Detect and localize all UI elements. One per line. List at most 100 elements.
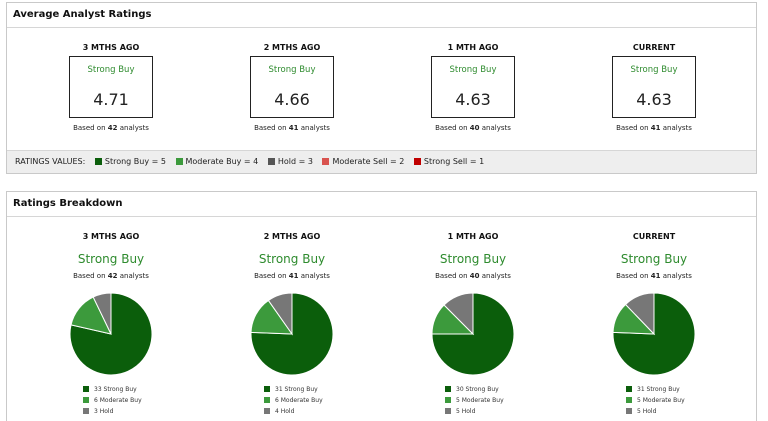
pie-slice-hold xyxy=(443,292,474,336)
based-on-3m: Based on 42 analysts xyxy=(51,124,171,132)
pie-slice-hold xyxy=(624,292,655,336)
pie-legend-item: 33 Strong Buy xyxy=(83,384,142,395)
avg-column-3m: 3 MTHS AGO xyxy=(51,43,171,52)
strong-buy-swatch xyxy=(264,386,270,392)
ratings-pie-chart xyxy=(69,292,153,376)
period-label: 2 MTHS AGO xyxy=(263,43,321,52)
rating-box-3m: Strong Buy 4.71 xyxy=(69,56,153,118)
pie-slice-hold xyxy=(92,292,112,335)
analyst-count: 41 xyxy=(288,272,299,280)
based-on: Based on 40 analysts xyxy=(413,272,533,280)
moderate-buy-swatch xyxy=(175,158,183,165)
pie-legend-item: 6 Moderate Buy xyxy=(264,395,323,406)
rating-label: Strong Buy xyxy=(268,65,316,75)
hold-swatch xyxy=(445,408,451,414)
based-prefix: Based on xyxy=(254,124,287,132)
strong-buy-swatch xyxy=(445,386,451,392)
pie-slice-strong-buy xyxy=(431,292,515,376)
avg-column-current: CURRENT xyxy=(594,43,714,52)
analyst-count: 40 xyxy=(469,124,480,132)
based-prefix: Based on xyxy=(254,272,289,280)
avg-column-2m: 2 MTHS AGO xyxy=(232,43,352,52)
pie-legend: 33 Strong Buy 6 Moderate Buy 3 Hold xyxy=(83,384,142,417)
rating-box-2m: Strong Buy 4.66 xyxy=(250,56,334,118)
pie-legend: 31 Strong Buy 6 Moderate Buy 4 Hold xyxy=(264,384,323,417)
hold-swatch xyxy=(264,408,270,414)
hold-swatch xyxy=(83,408,89,414)
pie-legend-item: 31 Strong Buy xyxy=(626,384,685,395)
based-on-current: Based on 41 analysts xyxy=(594,124,714,132)
rating-label: Strong Buy xyxy=(630,65,678,75)
analyst-count: 40 xyxy=(469,272,480,280)
based-on-1m: Based on 40 analysts xyxy=(413,124,533,132)
hold-swatch xyxy=(267,158,275,165)
analyst-count: 41 xyxy=(288,124,299,132)
strong-buy-swatch xyxy=(83,386,89,392)
panel-title: Ratings Breakdown xyxy=(7,192,756,217)
pie-legend-item: 4 Hold xyxy=(264,406,323,417)
based-on: Based on 42 analysts xyxy=(51,272,171,280)
pie-legend-label: 30 Strong Buy xyxy=(456,386,499,393)
pie-legend-item: 5 Moderate Buy xyxy=(626,395,685,406)
rating-value: 4.63 xyxy=(455,90,491,109)
analyst-count: 42 xyxy=(107,124,118,132)
pie-legend-item: 5 Moderate Buy xyxy=(445,395,504,406)
avg-column-1m: 1 MTH AGO xyxy=(413,43,533,52)
rating-value: 4.71 xyxy=(93,90,129,109)
rating-box-current: Strong Buy 4.63 xyxy=(612,56,696,118)
pie-legend-item: 6 Moderate Buy xyxy=(83,395,142,406)
pie-legend-label: 31 Strong Buy xyxy=(637,386,680,393)
ratings-values-legend: RATINGS VALUES: Strong Buy = 5 Moderate … xyxy=(7,150,756,173)
based-prefix: Based on xyxy=(616,124,649,132)
based-suffix: analysts xyxy=(300,124,330,132)
legend-item: Moderate Sell = 2 xyxy=(332,157,405,166)
pie-legend-label: 5 Moderate Buy xyxy=(637,397,685,404)
moderate-buy-swatch xyxy=(626,397,632,403)
analyst-count: 41 xyxy=(650,272,661,280)
period-label: CURRENT xyxy=(632,232,676,241)
strong-sell-swatch xyxy=(413,158,421,165)
period-label: 3 MTHS AGO xyxy=(82,43,140,52)
rating-value: 4.66 xyxy=(274,90,310,109)
pie-legend-label: 5 Moderate Buy xyxy=(456,397,504,404)
based-suffix: analysts xyxy=(117,272,149,280)
legend-item: Moderate Buy = 4 xyxy=(185,157,259,166)
moderate-buy-swatch xyxy=(445,397,451,403)
moderate-buy-swatch xyxy=(264,397,270,403)
pie-legend-item: 30 Strong Buy xyxy=(445,384,504,395)
pie-legend-label: 31 Strong Buy xyxy=(275,386,318,393)
rating-label: Strong Buy xyxy=(620,252,688,266)
based-suffix: analysts xyxy=(479,272,511,280)
based-suffix: analysts xyxy=(119,124,149,132)
panel-title: Average Analyst Ratings xyxy=(7,3,756,28)
pie-legend-item: 5 Hold xyxy=(626,406,685,417)
period-label: CURRENT xyxy=(632,43,676,52)
based-suffix: analysts xyxy=(662,124,692,132)
pie-slice-hold xyxy=(267,292,293,336)
rating-label: Strong Buy xyxy=(77,252,145,266)
rating-box-1m: Strong Buy 4.63 xyxy=(431,56,515,118)
ratings-breakdown-panel: Ratings Breakdown 3 MTHS AGO Strong Buy Ba… xyxy=(6,191,757,421)
based-prefix: Based on xyxy=(73,272,108,280)
based-prefix: Based on xyxy=(435,124,468,132)
pie-legend-label: 4 Hold xyxy=(275,408,295,415)
period-label: 1 MTH AGO xyxy=(447,232,499,241)
based-on: Based on 41 analysts xyxy=(594,272,714,280)
moderate-sell-swatch xyxy=(322,158,330,165)
based-on: Based on 41 analysts xyxy=(232,272,352,280)
average-analyst-ratings-panel: Average Analyst Ratings 3 MTHS AGO Stron… xyxy=(6,2,757,174)
rating-label: Strong Buy xyxy=(87,65,135,75)
rating-label: Strong Buy xyxy=(449,65,497,75)
legend-item: Strong Sell = 1 xyxy=(423,157,485,166)
based-prefix: Based on xyxy=(73,124,106,132)
based-on-2m: Based on 41 analysts xyxy=(232,124,352,132)
pie-legend-label: 3 Hold xyxy=(94,408,114,415)
period-label: 2 MTHS AGO xyxy=(263,232,321,241)
legend-item: Strong Buy = 5 xyxy=(104,157,166,166)
analyst-count: 42 xyxy=(107,272,118,280)
period-label: 3 MTHS AGO xyxy=(82,232,140,241)
ratings-pie-chart xyxy=(431,292,515,376)
rating-label: Strong Buy xyxy=(439,252,507,266)
pie-legend-label: 5 Hold xyxy=(637,408,657,415)
period-label: 1 MTH AGO xyxy=(447,43,499,52)
